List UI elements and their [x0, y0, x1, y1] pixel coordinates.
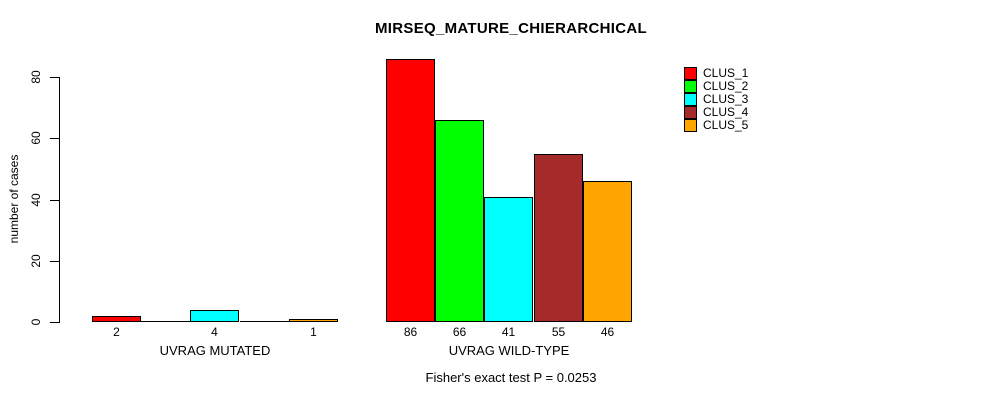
y-tick-label-0: 0 [29, 318, 43, 326]
bar-uvrag-mutated-clus-1 [92, 316, 141, 322]
legend-label-clus-4: CLUS_4 [703, 105, 749, 119]
bar-uvrag-wild-type-clus-5 [583, 181, 632, 322]
x-group-label-uvrag-mutated: UVRAG MUTATED [159, 343, 271, 358]
y-tick-label-80: 80 [29, 70, 43, 84]
bar-zero-uvrag-mutated-clus-4 [240, 321, 289, 322]
legend-label-clus-3: CLUS_3 [703, 92, 749, 106]
bar-value-label-uvrag-mutated-clus-5: 1 [310, 325, 317, 339]
bar-uvrag-wild-type-clus-2 [435, 120, 484, 322]
legend-swatch-clus-2 [684, 80, 697, 93]
bar-value-label-uvrag-wild-type-clus-2: 66 [452, 325, 467, 339]
y-tick-40 [50, 200, 59, 201]
legend-label-clus-2: CLUS_2 [703, 79, 749, 93]
legend-label-clus-1: CLUS_1 [703, 66, 749, 80]
bar-value-label-uvrag-wild-type-clus-3: 41 [501, 325, 516, 339]
fisher-test-annotation: Fisher's exact test P = 0.0253 [425, 370, 597, 385]
y-tick-20 [50, 261, 59, 262]
y-tick-60 [50, 138, 59, 139]
y-axis-line [59, 77, 60, 323]
legend-swatch-clus-3 [684, 93, 697, 106]
y-tick-0 [50, 322, 59, 323]
y-axis-label: number of cases [7, 154, 21, 244]
x-group-label-uvrag-wild-type: UVRAG WILD-TYPE [448, 343, 570, 358]
bar-uvrag-wild-type-clus-1 [386, 59, 435, 322]
legend-swatch-clus-1 [684, 67, 697, 80]
y-tick-label-60: 60 [29, 131, 43, 145]
legend-label-clus-5: CLUS_5 [703, 118, 749, 132]
bar-value-label-uvrag-wild-type-clus-1: 86 [403, 325, 418, 339]
bar-value-label-uvrag-mutated-clus-1: 2 [113, 325, 120, 339]
bar-uvrag-wild-type-clus-3 [484, 197, 533, 322]
legend-swatch-clus-4 [684, 106, 697, 119]
y-tick-label-20: 20 [29, 254, 43, 268]
bar-uvrag-mutated-clus-3 [190, 310, 239, 322]
bar-value-label-uvrag-wild-type-clus-5: 46 [600, 325, 615, 339]
bar-value-label-uvrag-mutated-clus-3: 4 [211, 325, 218, 339]
bar-zero-uvrag-mutated-clus-2 [141, 321, 190, 322]
y-tick-80 [50, 77, 59, 78]
bar-uvrag-mutated-clus-5 [289, 319, 338, 322]
bar-value-label-uvrag-wild-type-clus-4: 55 [551, 325, 566, 339]
legend-swatch-clus-5 [684, 119, 697, 132]
bar-uvrag-wild-type-clus-4 [534, 154, 583, 322]
y-tick-label-40: 40 [29, 193, 43, 207]
chart-title: MIRSEQ_MATURE_CHIERARCHICAL [375, 20, 647, 37]
